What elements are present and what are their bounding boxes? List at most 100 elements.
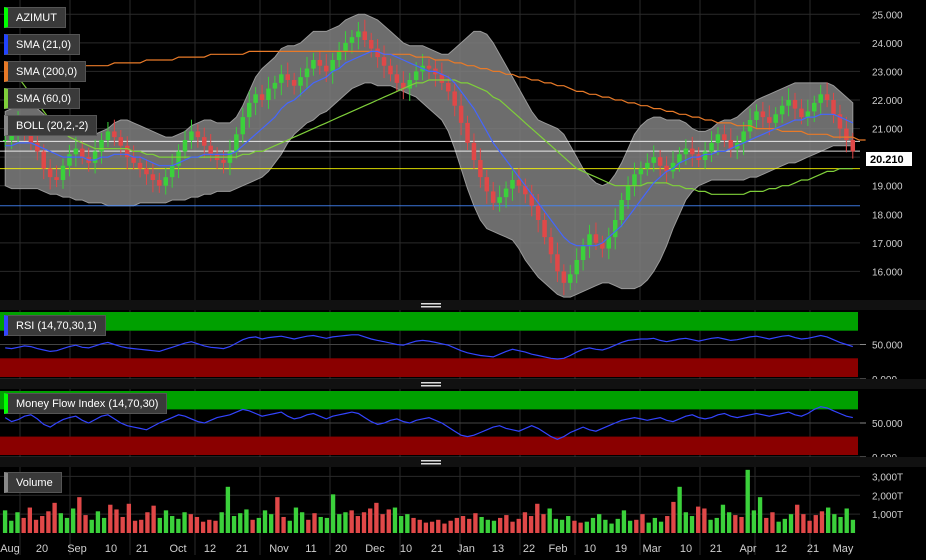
date-label-0: Aug — [0, 543, 20, 555]
rsi-overbought-zone — [0, 312, 858, 331]
panel-divider-1[interactable] — [0, 300, 926, 310]
date-label-5: Oct — [169, 543, 186, 555]
price-axis: 25.00024.00023.00022.00021.00020.00019.0… — [872, 10, 903, 278]
volume-bar-115 — [714, 517, 719, 533]
sma60-line — [4, 65, 853, 195]
legend-sma200-label: SMA (200,0) — [16, 66, 78, 78]
candle-body-125 — [805, 111, 811, 118]
volume-bar-69 — [429, 521, 435, 533]
date-label-3: 10 — [105, 543, 117, 555]
volume-bar-103 — [640, 514, 645, 533]
candle-body-79 — [510, 180, 515, 189]
candle-body-16 — [105, 131, 111, 140]
volume-bar-41 — [256, 517, 261, 533]
legend-sma21-label: SMA (21,0) — [16, 39, 72, 51]
volume-bar-22 — [139, 519, 144, 533]
volume-bar-29 — [182, 512, 187, 533]
volume-bar-82 — [510, 521, 515, 533]
legend-sma60[interactable]: SMA (60,0) — [4, 88, 81, 109]
volume-bar-34 — [213, 520, 218, 533]
volume-tick-2: 1,000T — [872, 510, 903, 521]
volume-bar-19 — [120, 516, 125, 533]
legend-sma21[interactable]: SMA (21,0) — [4, 34, 81, 55]
candle-body-26 — [169, 165, 175, 178]
panel-divider-2[interactable] — [0, 379, 926, 389]
candle-body-68 — [439, 74, 445, 83]
volume-bar-18 — [114, 509, 119, 533]
date-label-7: 21 — [236, 543, 248, 555]
candle-body-89 — [574, 260, 579, 275]
candle-body-69 — [446, 82, 451, 92]
sma21-line — [5, 50, 854, 247]
candle-body-25 — [163, 177, 168, 186]
date-label-25: 21 — [807, 543, 819, 555]
volume-bar-135 — [838, 516, 843, 533]
volume-bar-3 — [21, 517, 26, 533]
volume-bar-89 — [553, 518, 559, 533]
volume-bar-61 — [380, 514, 385, 533]
volume-bar-47 — [293, 507, 299, 533]
legend-sma200[interactable]: SMA (200,0) — [4, 61, 87, 82]
volume-bar-21 — [132, 520, 138, 533]
candle-body-51 — [330, 60, 335, 72]
volume-bar-116 — [720, 504, 726, 533]
candle-body-28 — [182, 140, 188, 152]
candle-body-75 — [484, 177, 490, 192]
legend-volume[interactable]: Volume — [4, 472, 62, 493]
volume-bar-56 — [349, 510, 354, 533]
legend-boll[interactable]: BOLL (20,2,-2) — [4, 115, 98, 136]
volume-bar-0 — [2, 510, 8, 533]
volume-bar-1 — [9, 520, 14, 533]
volume-bar-57 — [355, 516, 360, 533]
legend-azimut[interactable]: AZIMUT — [4, 7, 66, 28]
candle-body-106 — [683, 148, 689, 155]
volume-bar-49 — [306, 519, 311, 533]
volume-bar-114 — [708, 519, 713, 533]
volume-bar-66 — [411, 517, 416, 533]
volume-bar-43 — [269, 514, 274, 533]
panel-divider-3[interactable] — [0, 457, 926, 467]
volume-bar-93 — [578, 522, 583, 533]
candle-body-78 — [503, 188, 509, 198]
rsi-tick-0: 50.000 — [872, 341, 903, 352]
candle-body-23 — [150, 174, 156, 180]
date-label-24: 12 — [775, 543, 787, 555]
candle-body-21 — [137, 162, 143, 169]
volume-bar-134 — [832, 514, 837, 533]
volume-bar-108 — [671, 501, 676, 533]
candle-body-72 — [465, 122, 470, 143]
candle-body-111 — [715, 134, 721, 143]
candle-body-91 — [587, 234, 592, 246]
price-tick-1: 24.000 — [872, 39, 903, 50]
candle-body-63 — [407, 80, 412, 89]
volume-bar-87 — [541, 514, 546, 533]
volume-bar-52 — [324, 517, 330, 533]
volume-bar-88 — [547, 508, 552, 533]
mfi-tick-0: 50.000 — [872, 419, 903, 430]
candle-body-46 — [298, 77, 303, 86]
volume-bar-124 — [770, 512, 775, 533]
candle-body-90 — [580, 245, 586, 260]
volume-bar-129 — [801, 514, 806, 533]
volume-tick-1: 2,000T — [872, 491, 903, 502]
candle-body-5 — [35, 142, 40, 152]
volume-bar-133 — [825, 507, 831, 533]
volume-bar-85 — [528, 516, 534, 533]
volume-bar-35 — [219, 512, 224, 533]
volume-bar-60 — [374, 502, 379, 533]
candle-body-121 — [779, 105, 785, 115]
date-label-8: Nov — [269, 543, 289, 555]
date-label-6: 12 — [204, 543, 216, 555]
candle-body-132 — [850, 140, 856, 152]
candle-body-10 — [67, 154, 72, 166]
candle-body-15 — [99, 140, 104, 152]
candle-body-82 — [529, 194, 534, 206]
legend-mfi[interactable]: Money Flow Index (14,70,30) — [4, 393, 168, 414]
candle-body-55 — [356, 31, 361, 38]
legend-azimut-label: AZIMUT — [16, 12, 57, 24]
volume-bar-98 — [609, 523, 614, 533]
legend-rsi[interactable]: RSI (14,70,30,1) — [4, 315, 106, 336]
candle-body-39 — [253, 94, 258, 103]
volume-bar-127 — [788, 514, 794, 533]
